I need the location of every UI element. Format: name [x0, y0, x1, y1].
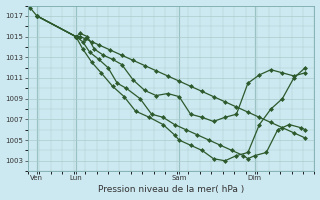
X-axis label: Pression niveau de la mer( hPa ): Pression niveau de la mer( hPa )	[98, 185, 244, 194]
